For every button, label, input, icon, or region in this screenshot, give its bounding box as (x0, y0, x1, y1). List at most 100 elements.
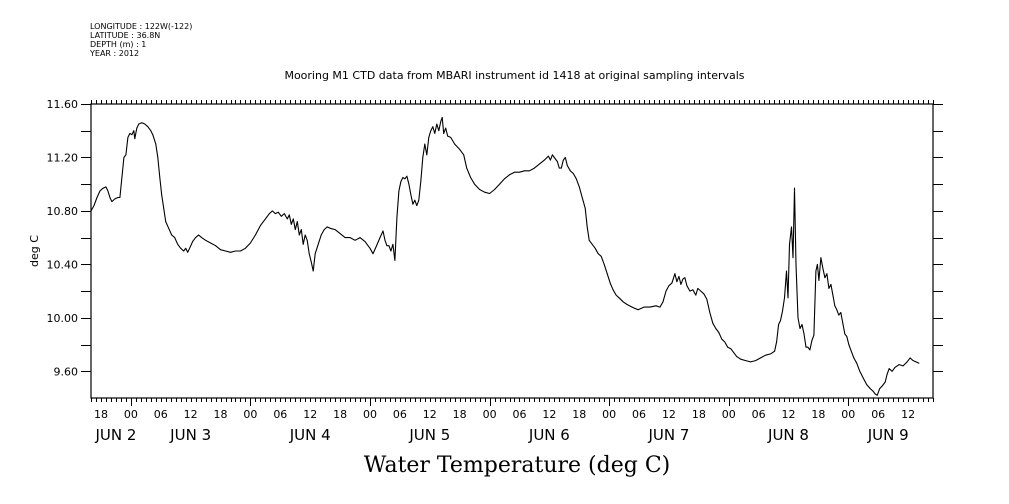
data-point (813, 334, 815, 336)
data-point (902, 365, 904, 367)
x-hour-label: 06 (512, 408, 526, 421)
data-point (643, 306, 645, 308)
y-tick-label: 9.60 (54, 365, 79, 378)
data-point (245, 247, 246, 249)
data-point (414, 199, 416, 201)
data-point (406, 175, 408, 177)
data-point (780, 320, 781, 321)
data-point (134, 138, 136, 140)
data-point (822, 268, 824, 269)
data-point (918, 362, 920, 364)
data-point (400, 181, 402, 182)
data-point (489, 193, 490, 194)
data-point (277, 211, 279, 213)
data-point (697, 288, 699, 289)
y-tick-label: 11.20 (47, 151, 79, 164)
data-point (168, 227, 170, 229)
x-hour-label: 00 (243, 408, 257, 421)
x-hour-label: 06 (154, 408, 168, 421)
data-point (906, 361, 908, 363)
data-point (581, 197, 583, 198)
data-point (509, 174, 510, 176)
data-point (842, 322, 844, 324)
data-point (304, 234, 306, 236)
data-point (615, 294, 617, 296)
data-point (836, 309, 838, 311)
data-point (290, 223, 292, 225)
data-point (826, 273, 828, 275)
data-point (432, 126, 434, 128)
data-point (776, 341, 777, 343)
data-point (894, 366, 896, 368)
data-point (612, 289, 614, 291)
data-point (529, 170, 530, 172)
data-point (844, 333, 846, 335)
data-point (117, 197, 119, 198)
data-point (369, 247, 371, 249)
data-point (805, 346, 807, 348)
data-point (215, 245, 217, 247)
data-point (372, 253, 374, 255)
data-point (382, 230, 384, 232)
data-point (787, 297, 789, 299)
x-hour-label: 12 (423, 408, 437, 421)
data-point (205, 239, 207, 241)
data-point (692, 289, 694, 291)
data-point (230, 251, 231, 253)
data-point (730, 348, 732, 349)
year-label: YEAR : 2012 (90, 49, 140, 58)
data-point (466, 167, 468, 169)
data-point (195, 237, 197, 239)
data-point (109, 197, 111, 198)
data-point (606, 273, 608, 275)
data-point (797, 317, 799, 319)
data-point (402, 177, 404, 178)
data-point (240, 250, 241, 252)
data-point (703, 293, 705, 295)
data-point (454, 143, 456, 145)
data-point (782, 310, 783, 312)
data-point (544, 159, 545, 161)
data-point (310, 261, 312, 263)
series-line-water-temperature (90, 116, 920, 396)
data-point (447, 135, 449, 137)
x-hour-label: 06 (871, 408, 885, 421)
data-point (850, 349, 852, 351)
data-point (712, 322, 714, 324)
data-point (198, 234, 200, 236)
data-point (552, 154, 553, 156)
data-point (185, 247, 187, 249)
data-point (588, 239, 590, 241)
data-point (308, 253, 310, 255)
data-point (416, 205, 418, 207)
x-hour-label: 18 (453, 408, 467, 421)
data-point (586, 226, 588, 228)
data-point (99, 190, 101, 192)
data-point (326, 226, 328, 228)
data-point (649, 306, 651, 308)
data-point (881, 385, 883, 387)
data-point (450, 137, 452, 138)
data-point (770, 353, 771, 355)
data-point (760, 357, 761, 359)
data-point (724, 341, 726, 343)
data-point (129, 133, 131, 134)
data-point (774, 350, 775, 352)
data-point (709, 312, 711, 313)
y-tick-label: 10.00 (47, 312, 79, 325)
plot-border (90, 103, 934, 399)
data-point (578, 186, 580, 188)
data-point (255, 234, 256, 236)
data-point (412, 203, 414, 205)
data-point (791, 226, 792, 228)
data-point (886, 373, 888, 375)
y-axis: 11.60 11.20 10.80 10.40 10.00 9.60 (47, 98, 943, 378)
data-point (294, 229, 296, 231)
data-point (235, 250, 236, 252)
data-point (727, 346, 729, 348)
data-point (750, 361, 751, 363)
data-point (594, 247, 596, 249)
data-point (637, 309, 639, 311)
data-point (359, 237, 361, 239)
data-point (792, 257, 794, 259)
